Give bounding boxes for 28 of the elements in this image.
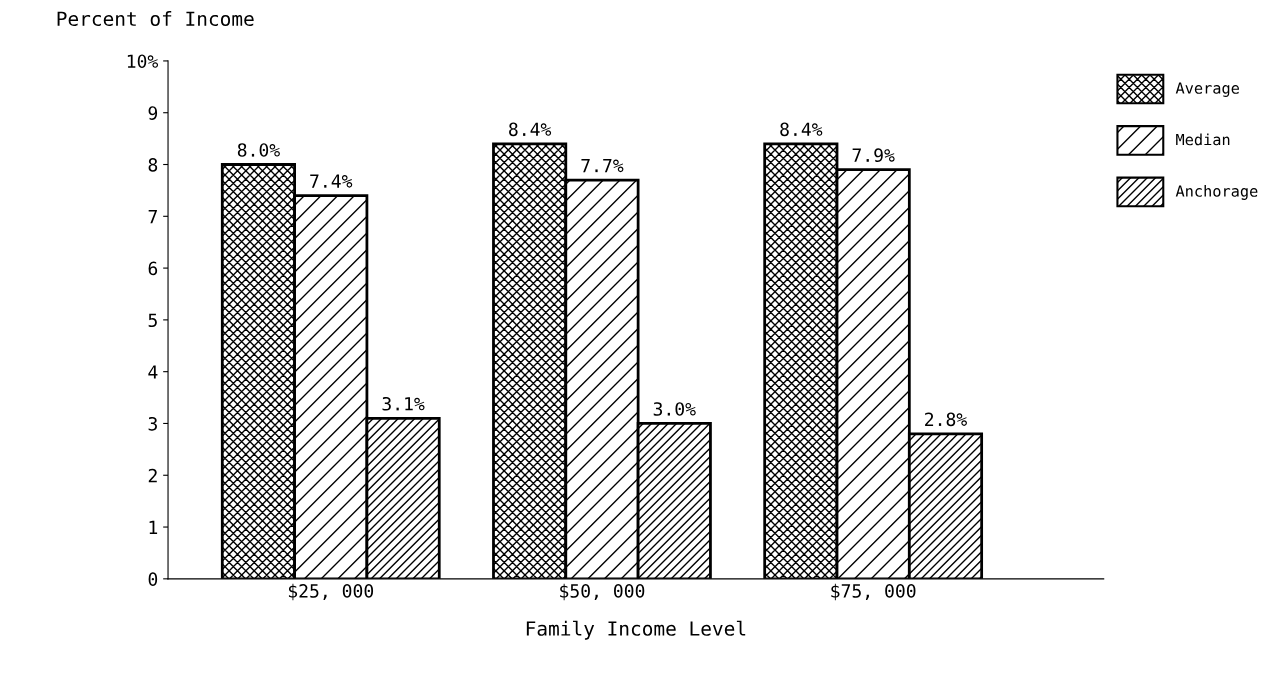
y-axis-title: Percent of Income bbox=[57, 11, 254, 27]
data-label: 3.0% bbox=[653, 402, 696, 416]
data-label: 8.0% bbox=[237, 143, 280, 157]
y-tick-label: 5 bbox=[148, 313, 157, 328]
y-tick-label: 7 bbox=[148, 210, 157, 224]
y-tick-label: 2 bbox=[148, 468, 157, 483]
legend-label: Average bbox=[1175, 82, 1239, 97]
data-label: 2.8% bbox=[925, 412, 967, 427]
x-tick-label: $25, 000 bbox=[288, 583, 374, 601]
y-tick-label: 9 bbox=[148, 106, 158, 120]
data-label: 7.7% bbox=[581, 158, 624, 173]
x-axis-title: Family Income Level bbox=[526, 620, 746, 640]
data-label: 8.4% bbox=[509, 122, 552, 137]
y-tick-label: 4 bbox=[148, 365, 158, 379]
data-label: 7.9% bbox=[852, 148, 895, 163]
data-label: 3.1% bbox=[382, 396, 425, 411]
y-tick-label: 1 bbox=[149, 520, 158, 534]
y-tick-label: 8 bbox=[148, 158, 158, 172]
data-label: 7.4% bbox=[310, 174, 353, 188]
legend-label: Anchorage bbox=[1175, 184, 1258, 200]
data-label: 8.4% bbox=[780, 122, 823, 137]
x-tick-label: $75, 000 bbox=[831, 583, 916, 601]
y-tick-label: 10% bbox=[127, 54, 159, 69]
y-tick-label: 6 bbox=[148, 261, 158, 276]
y-tick-label: 0 bbox=[148, 572, 158, 586]
legend-label: Median bbox=[1176, 133, 1230, 146]
y-tick-label: 3 bbox=[148, 416, 157, 431]
x-tick-label: $50, 000 bbox=[560, 583, 645, 601]
